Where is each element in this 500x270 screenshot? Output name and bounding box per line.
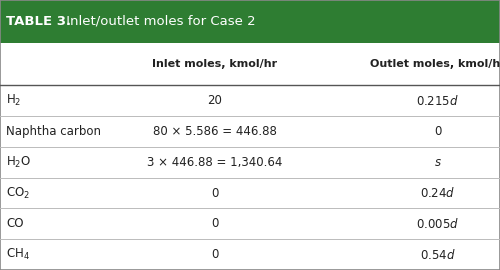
FancyBboxPatch shape [0, 0, 500, 43]
Text: TABLE 3.: TABLE 3. [6, 15, 71, 28]
Text: 0.24$d$: 0.24$d$ [420, 186, 455, 200]
Text: 3 × 446.88 = 1,340.64: 3 × 446.88 = 1,340.64 [148, 156, 282, 169]
Text: 0: 0 [434, 125, 441, 138]
Text: CH$_4$: CH$_4$ [6, 247, 30, 262]
Text: 0: 0 [212, 187, 218, 200]
Text: CO: CO [6, 217, 24, 230]
Text: 0.54$d$: 0.54$d$ [420, 248, 456, 262]
Text: 80 × 5.586 = 446.88: 80 × 5.586 = 446.88 [153, 125, 277, 138]
Text: $s$: $s$ [434, 156, 442, 169]
Text: H$_2$O: H$_2$O [6, 155, 32, 170]
Text: 0: 0 [212, 248, 218, 261]
Text: 0.215$d$: 0.215$d$ [416, 94, 459, 108]
Text: H$_2$: H$_2$ [6, 93, 22, 108]
Text: Naphtha carbon: Naphtha carbon [6, 125, 102, 138]
Text: Outlet moles, kmol/hr: Outlet moles, kmol/hr [370, 59, 500, 69]
Text: 20: 20 [208, 94, 222, 107]
Text: Inlet moles, kmol/hr: Inlet moles, kmol/hr [152, 59, 278, 69]
Text: 0: 0 [212, 217, 218, 230]
Text: 0.005$d$: 0.005$d$ [416, 217, 459, 231]
Text: Inlet/outlet moles for Case 2: Inlet/outlet moles for Case 2 [62, 15, 256, 28]
Text: CO$_2$: CO$_2$ [6, 185, 30, 201]
